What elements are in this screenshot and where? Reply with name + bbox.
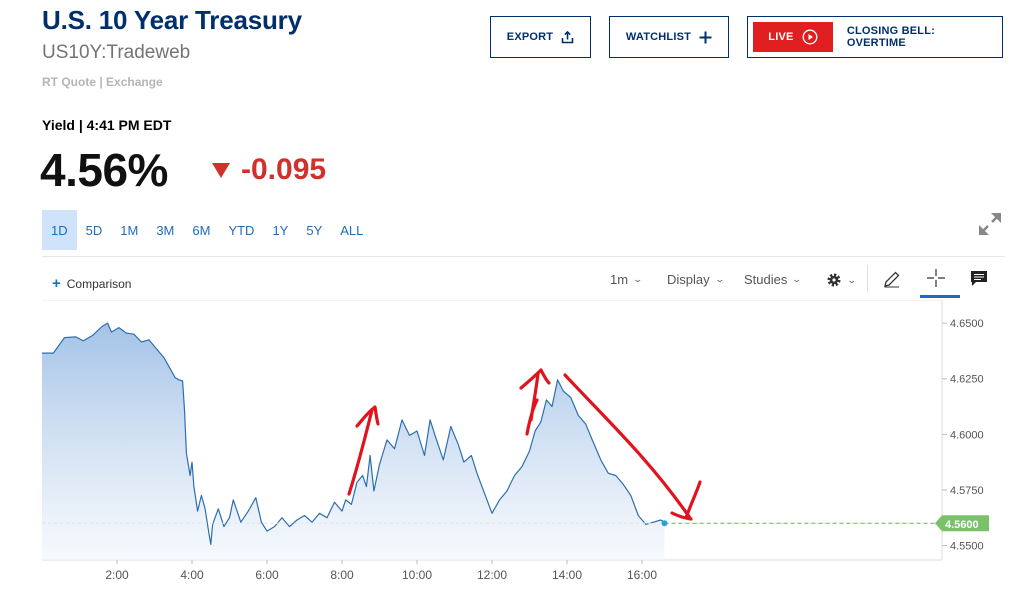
range-tab-3m[interactable]: 3M [156, 222, 175, 238]
annotation-arrow-down [563, 373, 702, 521]
live-tv-button[interactable]: LIVE CLOSING BELL: OVERTIME [747, 16, 1003, 58]
range-tab-all[interactable]: ALL [340, 222, 364, 238]
y-tick-label: 4.5500 [950, 541, 984, 553]
chevron-down-icon: ⌄ [714, 274, 725, 284]
down-arrow-icon [212, 163, 230, 178]
last-price: 4.56% [40, 144, 168, 196]
price-change: -0.095 [241, 153, 327, 186]
comment-icon[interactable] [970, 270, 988, 287]
range-tab-1m[interactable]: 1M [120, 222, 139, 238]
live-badge: LIVE [753, 22, 833, 52]
last-value-badge [935, 515, 989, 532]
chevron-down-icon: ⌄ [846, 274, 858, 285]
x-tick-label: 4:00 [180, 568, 204, 582]
annotation-arrow-up-1 [347, 405, 380, 496]
x-tick-label: 12:00 [477, 568, 507, 582]
export-button[interactable]: EXPORT [490, 16, 591, 58]
active-tool-indicator [920, 295, 960, 298]
comparison-label: Comparison [66, 276, 132, 291]
x-tick-label: 6:00 [255, 568, 279, 582]
y-tick-label: 4.6250 [950, 374, 984, 386]
security-title: U.S. 10 Year Treasury [42, 5, 302, 35]
live-label: LIVE [768, 31, 794, 43]
yield-timestamp: Yield | 4:41 PM EDT [42, 117, 172, 133]
yield-chart[interactable]: 4.5500 4.5750 4.6000 4.6250 4.6500 4.5600 2:00… [0, 300, 1016, 592]
studies-label: Studies [744, 272, 788, 287]
range-tab-5y[interactable]: 5Y [306, 222, 323, 238]
chevron-down-icon: ⌄ [791, 274, 803, 284]
x-tick-label: 10:00 [402, 568, 432, 582]
plus-icon: + [52, 275, 61, 292]
range-tab-1y[interactable]: 1Y [272, 222, 289, 238]
series-line[interactable] [42, 322, 665, 545]
x-tick-label: 16:00 [627, 568, 657, 582]
display-label: Display [667, 272, 710, 287]
watchlist-label: WATCHLIST [625, 31, 692, 43]
range-tab-ytd[interactable]: YTD [228, 222, 255, 238]
interval-dropdown[interactable]: 1m ⌄ [610, 272, 644, 287]
y-tick-label: 4.6000 [950, 429, 984, 441]
gear-icon [827, 273, 841, 287]
studies-dropdown[interactable]: Studies ⌄ [744, 272, 803, 287]
range-tab-6m[interactable]: 6M [192, 222, 211, 238]
quote-source: RT Quote | Exchange [42, 75, 163, 89]
series-area [42, 323, 665, 560]
interval-label: 1m [610, 272, 629, 287]
x-tick-label: 8:00 [330, 568, 354, 582]
annotation-arrow-up-2 [519, 368, 551, 436]
crosshair-icon[interactable] [927, 269, 945, 287]
range-tab-1d[interactable]: 1D [42, 210, 77, 250]
plus-icon [699, 31, 712, 43]
range-tab-5d[interactable]: 5D [85, 222, 103, 238]
export-label: EXPORT [506, 31, 554, 43]
expand-icon[interactable] [976, 210, 1004, 238]
settings-dropdown[interactable]: ⌄ [826, 272, 858, 288]
chevron-down-icon: ⌄ [632, 274, 644, 284]
y-tick-label: 4.5750 [950, 485, 984, 497]
security-symbol: US10Y:Tradeweb [42, 42, 191, 63]
toolbar-divider [42, 256, 1005, 257]
watchlist-button[interactable]: WATCHLIST [609, 16, 729, 58]
toolbar-separator [867, 265, 868, 293]
pencil-icon[interactable] [883, 270, 901, 288]
comparison-button[interactable]: + Comparison [52, 275, 131, 292]
play-circle-icon [802, 29, 817, 45]
x-tick-label: 2:00 [105, 568, 129, 582]
last-value-label: 4.5600 [945, 519, 979, 531]
display-dropdown[interactable]: Display ⌄ [667, 272, 725, 287]
y-tick-label: 4.6500 [950, 318, 984, 330]
x-tick-label: 14:00 [552, 568, 582, 582]
upload-icon [561, 30, 574, 43]
last-value-dot [661, 520, 668, 527]
range-selector: 1D 5D 1M 3M 6M YTD 1Y 5Y ALL [42, 210, 372, 250]
live-show-title: CLOSING BELL: OVERTIME [846, 25, 935, 49]
